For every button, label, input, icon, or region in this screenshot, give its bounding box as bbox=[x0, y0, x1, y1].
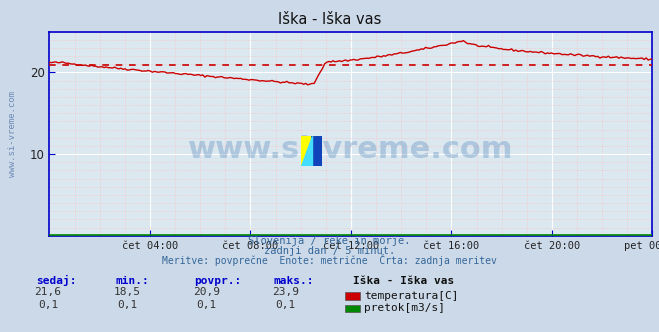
Text: www.si-vreme.com: www.si-vreme.com bbox=[7, 91, 16, 177]
Text: maks.:: maks.: bbox=[273, 276, 314, 286]
Polygon shape bbox=[312, 136, 322, 166]
Text: Iška - Iška vas: Iška - Iška vas bbox=[278, 12, 381, 27]
Text: zadnji dan / 5 minut.: zadnji dan / 5 minut. bbox=[264, 246, 395, 256]
Text: 20,9: 20,9 bbox=[193, 288, 219, 297]
Polygon shape bbox=[312, 136, 322, 151]
Text: sedaj:: sedaj: bbox=[36, 275, 76, 286]
Text: 0,1: 0,1 bbox=[117, 300, 137, 310]
Polygon shape bbox=[301, 136, 312, 166]
Text: Slovenija / reke in morje.: Slovenija / reke in morje. bbox=[248, 236, 411, 246]
Text: min.:: min.: bbox=[115, 276, 149, 286]
Text: temperatura[C]: temperatura[C] bbox=[364, 291, 458, 301]
Text: 18,5: 18,5 bbox=[114, 288, 140, 297]
Text: 0,1: 0,1 bbox=[196, 300, 216, 310]
Text: Iška - Iška vas: Iška - Iška vas bbox=[353, 276, 454, 286]
Polygon shape bbox=[301, 136, 312, 166]
Text: pretok[m3/s]: pretok[m3/s] bbox=[364, 303, 445, 313]
Polygon shape bbox=[312, 136, 322, 166]
Polygon shape bbox=[301, 136, 312, 166]
Text: 0,1: 0,1 bbox=[38, 300, 58, 310]
Text: povpr.:: povpr.: bbox=[194, 276, 242, 286]
Text: 21,6: 21,6 bbox=[35, 288, 61, 297]
Text: Meritve: povprečne  Enote: metrične  Črta: zadnja meritev: Meritve: povprečne Enote: metrične Črta:… bbox=[162, 254, 497, 266]
Text: 0,1: 0,1 bbox=[275, 300, 295, 310]
Text: 23,9: 23,9 bbox=[272, 288, 299, 297]
Text: www.si-vreme.com: www.si-vreme.com bbox=[188, 135, 513, 164]
